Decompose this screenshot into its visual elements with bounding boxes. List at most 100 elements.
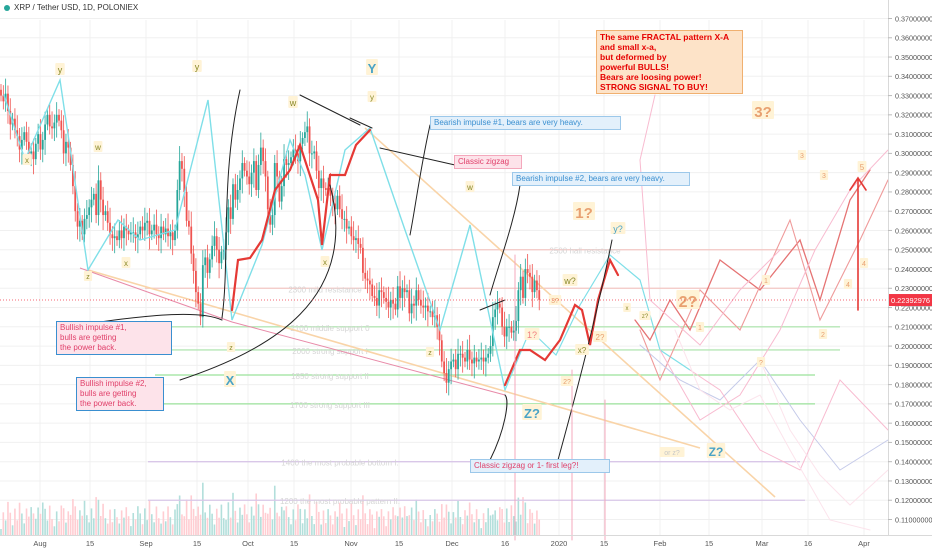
candle-body [422,305,425,308]
volume-bar [99,516,102,535]
volume-bar [211,513,213,535]
volume-bar [485,522,487,535]
candle-body [153,224,156,231]
candle-body [317,170,320,189]
volume-bar [132,513,135,535]
candle-body [440,340,443,362]
time-tick-label: 16 [501,539,509,548]
volume-bar [53,526,56,535]
volume-bar [313,524,315,535]
candle-body [143,222,146,231]
wave-label: X [226,373,235,388]
candle-body [471,359,473,364]
volume-bar [292,509,295,535]
candle-body [150,230,153,235]
volume-bar [58,521,60,535]
candle-body [399,286,401,298]
wave-label-bg [573,202,595,220]
volume-bar [264,512,267,535]
volume-bar [146,520,148,535]
candle-body [315,151,318,171]
projection-path [689,369,889,471]
candle-body [104,211,107,216]
wave-label: 4 [846,282,850,289]
volume-bar [501,509,503,535]
volume-bar [257,504,260,535]
candle-body [445,373,448,383]
wave-label: z? [642,314,649,320]
candle-body [2,95,5,102]
annotation-arrow [489,394,508,461]
wave-label: 3? [754,104,772,121]
candle-body [39,134,42,150]
volume-bar [297,504,299,535]
wave-label-bg [797,150,807,160]
time-axis[interactable]: Aug 15 Sep 15 Oct 15 Nov 15 Dec 16 2020 15 Feb 15 Mar 1… [0,535,932,549]
volume-bar [171,524,174,535]
wave-label-bg [524,328,540,340]
candle-body [97,180,100,216]
volume-bar [392,507,394,535]
volume-bar [461,524,464,535]
candle-body [417,290,420,300]
wave-path [503,257,620,387]
wave-label: 1 [698,325,702,332]
volume-bar [478,519,480,535]
wave-label-bg [425,347,435,357]
volume-bar [188,519,190,535]
volume-bar [202,482,204,535]
volume-bar [269,507,271,535]
volume-bar [41,502,44,535]
volume-bar [306,518,309,535]
candle-body [413,303,415,306]
candle-body [194,270,197,293]
volume-bar [16,520,19,535]
candle-body [401,288,404,298]
volume-bar [450,523,452,535]
candle-body [32,151,35,160]
candle-body [438,326,441,341]
wave-label: Z? [524,406,540,421]
candle-body [60,120,63,131]
time-tick-label: 16 [804,539,812,548]
price-tick-label: 0.30000000 [895,149,932,158]
volume-bar [93,518,95,535]
volume-bar [25,508,28,535]
volume-bar [90,508,93,535]
time-tick-label: 2020 [551,539,568,548]
candle-body [46,114,49,125]
volume-bar [253,515,255,535]
volume-bar [209,504,211,535]
time-tick-label: Apr [858,539,870,548]
wave-label-bg [22,154,32,165]
volume-bar [322,510,325,535]
volume-bar [464,510,466,535]
candle-body [420,299,422,306]
volume-bar [538,519,541,535]
candle-body [389,299,392,308]
level-label: 1400 the most probable bottom I. [281,459,398,468]
volume-bar [248,522,251,535]
candle-body [299,143,302,162]
time-tick-label: 15 [193,539,201,548]
volume-bar [199,514,202,535]
candle-body [301,137,304,144]
projection-path [634,169,871,342]
candle-body [243,163,246,171]
volume-bar [195,516,197,535]
wave-label: y [370,93,374,102]
candle-body [524,269,527,298]
wave-label-bg [676,290,700,309]
volume-bar [338,502,341,535]
candle-body [489,346,492,354]
volume-bar [280,506,283,535]
volume-bar [62,508,65,535]
volume-bar [387,511,390,535]
wave-label-bg [819,170,829,180]
volume-bar [415,499,418,535]
grid [0,18,888,535]
candle-body [58,114,60,121]
candle-body [352,236,355,241]
